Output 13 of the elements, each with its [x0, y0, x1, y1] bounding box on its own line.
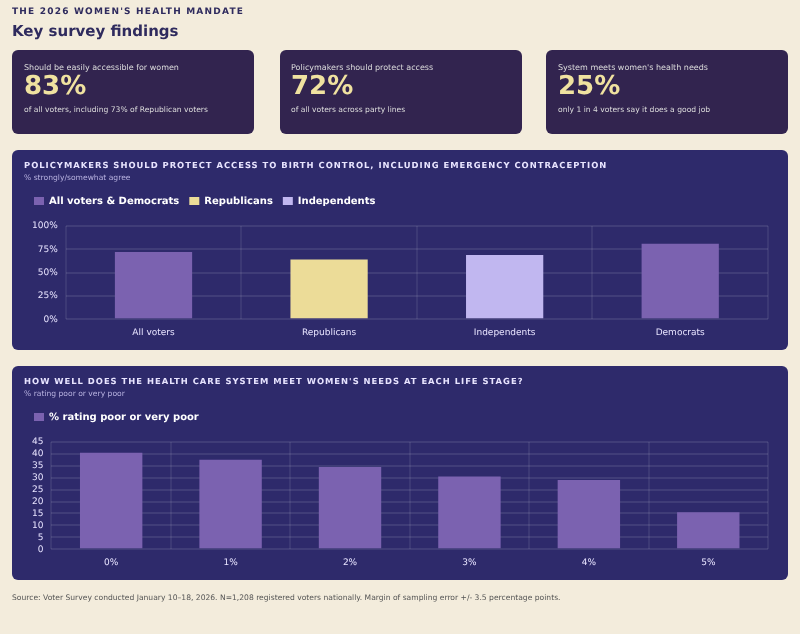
- text: 83%: [24, 72, 89, 102]
- bar: [438, 476, 501, 549]
- bar: [318, 467, 382, 549]
- bar: [677, 512, 740, 549]
- bar: [641, 243, 719, 319]
- bar: [199, 459, 262, 549]
- text: 72%: [291, 72, 356, 102]
- text: 25%: [558, 72, 623, 102]
- bar: [290, 259, 368, 319]
- bar: [79, 452, 143, 549]
- bar: [557, 480, 621, 549]
- bar: [114, 252, 193, 319]
- bar: [466, 254, 544, 319]
